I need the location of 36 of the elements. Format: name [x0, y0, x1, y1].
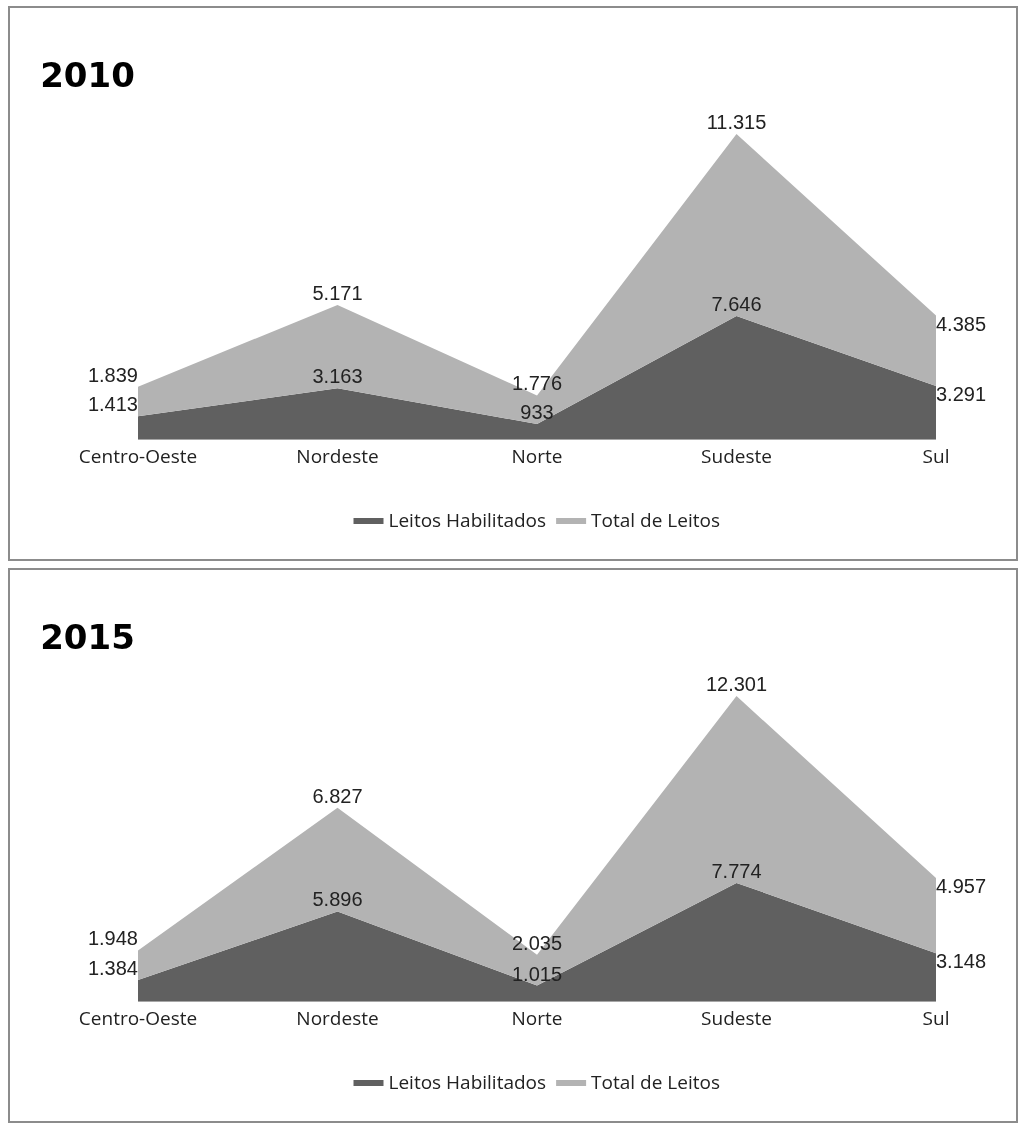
chart-title: 2015 [40, 616, 135, 657]
data-label: 1.413 [87, 393, 138, 416]
x-tick-label: Nordeste [296, 1004, 379, 1031]
x-tick-label: Sul [922, 442, 950, 469]
data-label: 1.384 [87, 956, 138, 979]
data-label: 933 [520, 401, 554, 423]
data-label: 7.774 [711, 859, 762, 882]
data-label: 7.646 [711, 293, 762, 316]
legend-label: Leitos Habilitados [388, 507, 547, 534]
x-tick-label: Norte [511, 442, 563, 469]
data-label: 3.148 [936, 950, 987, 973]
data-label: 4.385 [936, 312, 987, 335]
data-label: 6.827 [312, 784, 363, 807]
x-tick-label: Sul [922, 1004, 950, 1031]
data-label: 3.163 [312, 365, 363, 388]
data-label: 1.839 [87, 363, 138, 386]
data-label: 11.315 [706, 111, 767, 134]
data-label: 5.896 [312, 888, 363, 911]
x-tick-label: Sudeste [701, 1004, 772, 1031]
x-tick-label: Centro-Oeste [78, 442, 198, 469]
data-label: 3.291 [936, 383, 987, 406]
data-label: 2.035 [511, 931, 563, 954]
x-tick-label: Norte [511, 1004, 563, 1031]
data-label: 4.957 [936, 874, 987, 897]
data-label: 1.948 [87, 927, 138, 950]
data-label: 5.171 [312, 281, 363, 304]
x-tick-label: Centro-Oeste [78, 1004, 198, 1031]
legend-label: Leitos Habilitados [388, 1069, 547, 1096]
data-label: 12.301 [705, 673, 768, 696]
x-tick-label: Sudeste [701, 442, 772, 469]
legend-label: Total de Leitos [591, 507, 720, 534]
data-label: 1.015 [511, 962, 563, 985]
x-tick-label: Nordeste [296, 442, 379, 469]
data-label: 1.776 [511, 372, 563, 395]
legend-label: Total de Leitos [591, 1069, 720, 1096]
chart-title: 2010 [40, 54, 135, 95]
